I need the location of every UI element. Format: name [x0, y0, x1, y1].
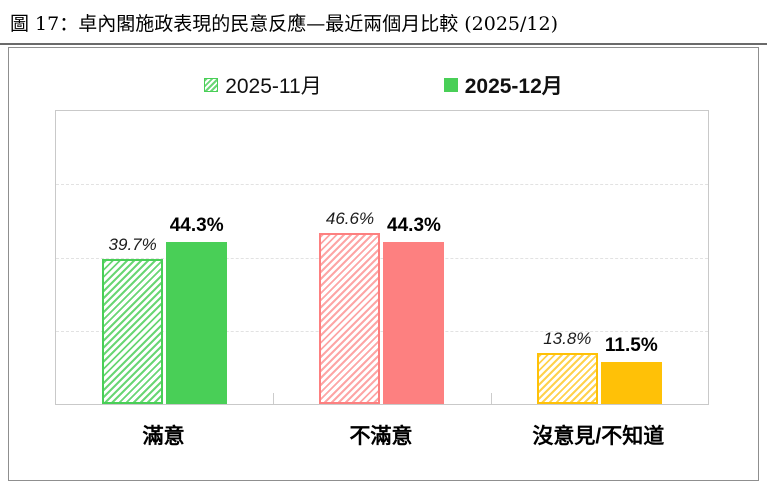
bar-2025-11月-滿意[interactable]: 39.7% — [102, 235, 164, 404]
bar-group-1: 39.7% 44.3% — [56, 111, 273, 404]
title-bar: 圖 17：卓內閣施政表現的民意反應—最近兩個月比較 (2025/12) — [0, 0, 767, 45]
category-axis: 滿意 不滿意 沒意見/不知道 — [55, 420, 707, 450]
bar-2025-11月-沒意見/不知道[interactable]: 13.8% — [536, 329, 598, 404]
category-label-no-opinion: 沒意見/不知道 — [532, 425, 665, 448]
bar-value-label: 13.8% — [543, 329, 592, 349]
legend-swatch-hatched-icon — [204, 78, 219, 92]
legend-item-2025-12[interactable]: 2025-12月 — [443, 70, 563, 100]
bar-2025-12月-不滿意[interactable]: 44.3% — [383, 215, 445, 404]
plot-area: 39.7% 44.3% 46.6% 44.3% 13.8% 11.5% — [55, 110, 709, 405]
chart-frame: 2025-11月 2025-12月 39.7% 44.3% 46.6% 44.3% 13… — [8, 47, 759, 481]
axis-tick — [273, 393, 275, 404]
bar-value-label: 44.3% — [387, 214, 441, 236]
category-label-satisfied: 滿意 — [142, 425, 185, 448]
bar-value-label: 39.7% — [108, 234, 157, 254]
page-title: 圖 17：卓內閣施政表現的民意反應—最近兩個月比較 (2025/12) — [10, 13, 559, 35]
legend-label: 2025-12月 — [464, 75, 563, 98]
legend-swatch-solid-icon — [443, 78, 458, 92]
bar-value-label: 44.3% — [169, 214, 224, 236]
bar-2025-12月-滿意[interactable]: 44.3% — [166, 215, 228, 404]
bar-group-2: 46.6% 44.3% — [273, 111, 490, 404]
axis-tick — [490, 393, 492, 404]
bar-2025-11月-不滿意[interactable]: 46.6% — [319, 209, 381, 404]
legend-item-2025-11[interactable]: 2025-11月 — [204, 70, 322, 100]
bar-value-label: 11.5% — [604, 334, 658, 356]
bar-value-label: 46.6% — [325, 209, 375, 229]
chart-legend: 2025-11月 2025-12月 — [9, 70, 758, 100]
bar-2025-12月-沒意見/不知道[interactable]: 11.5% — [600, 335, 662, 404]
bar-group-3: 13.8% 11.5% — [491, 111, 708, 404]
category-label-dissatisfied: 不滿意 — [349, 425, 413, 448]
legend-label: 2025-11月 — [225, 75, 322, 98]
